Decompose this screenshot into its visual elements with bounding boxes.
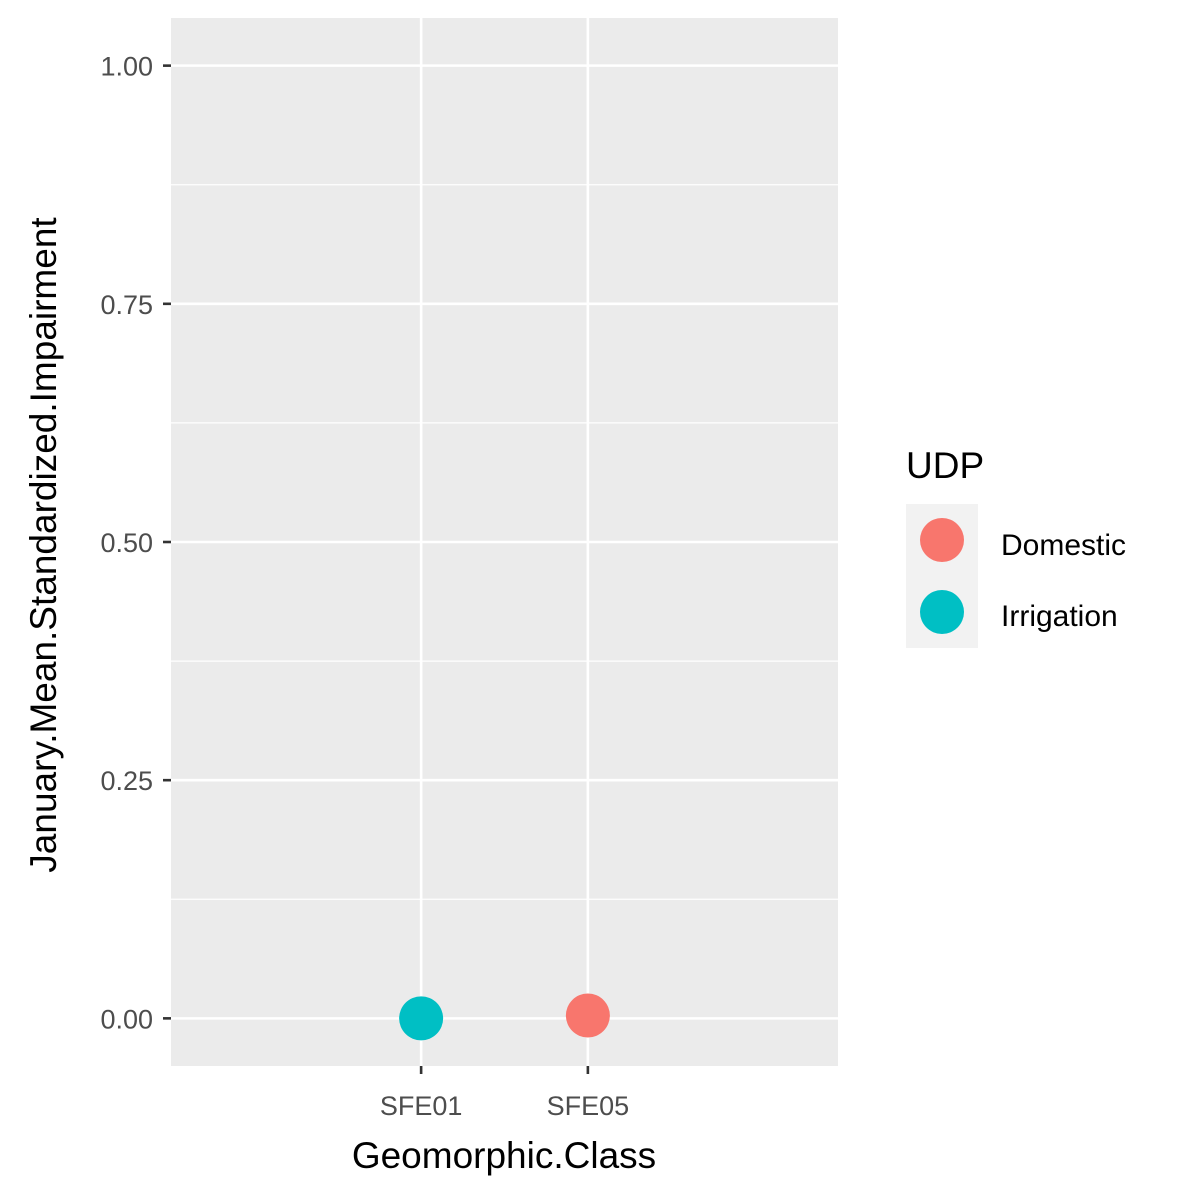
- y-tick-label: 1.00: [100, 52, 153, 82]
- grid-minor: [171, 184, 838, 900]
- y-axis: 0.00 0.25 0.50 0.75 1.00: [100, 52, 171, 1034]
- y-tick-label: 0.50: [100, 528, 153, 558]
- point-irrigation: [399, 996, 444, 1041]
- legend-key-irrigation: [920, 590, 964, 634]
- data-points: [399, 993, 610, 1041]
- legend-label-domestic: Domestic: [1001, 529, 1126, 562]
- y-tick-label: 0.25: [100, 766, 153, 796]
- x-axis-title: Geomorphic.Class: [352, 1135, 656, 1176]
- grid-major: [171, 18, 838, 1066]
- y-tick-label: 0.75: [100, 290, 153, 320]
- legend-key-domestic: [920, 518, 964, 562]
- legend-label-irrigation: Irrigation: [1001, 600, 1118, 633]
- legend-title: UDP: [906, 445, 984, 486]
- y-axis-title: January.Mean.Standardized.Impairment: [23, 217, 64, 873]
- x-axis: SFE01 SFE05: [380, 1066, 629, 1121]
- x-tick-label: SFE01: [380, 1091, 463, 1121]
- point-domestic: [565, 993, 610, 1038]
- x-tick-label: SFE05: [547, 1091, 630, 1121]
- legend: UDP Domestic Irrigation: [906, 445, 1126, 648]
- y-tick-label: 0.00: [100, 1004, 153, 1034]
